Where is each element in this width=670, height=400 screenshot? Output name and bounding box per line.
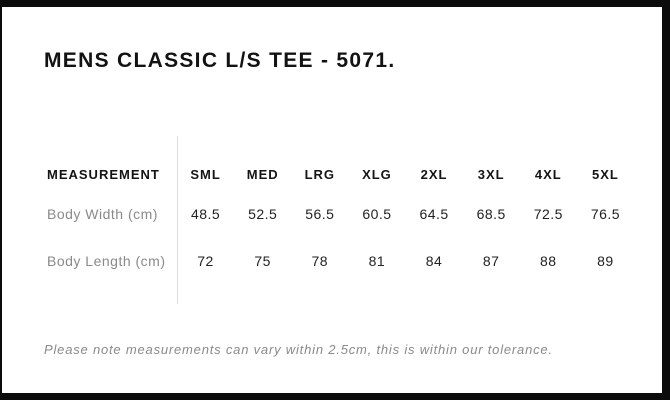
- page-title: MENS CLASSIC L/S TEE - 5071.: [44, 49, 396, 72]
- row-label: Body Width (cm): [47, 206, 158, 222]
- size-column-header-xlg: XLG: [362, 166, 392, 182]
- size-value-cell: 84: [425, 253, 443, 269]
- size-value-cell: 78: [311, 253, 329, 269]
- table-row-body-width: Body Width (cm) 48.5 52.5 56.5 60.5 64.5…: [44, 192, 634, 236]
- table-row-body-length: Body Length (cm) 72 75 78 81 84 87 88 89: [44, 236, 634, 286]
- size-value-cell: 72: [197, 253, 214, 269]
- size-value-cell: 68.5: [476, 206, 506, 222]
- size-value-cell: 81: [368, 253, 386, 269]
- size-column-header-lrg: LRG: [304, 166, 336, 182]
- size-value-cell: 64.5: [419, 206, 449, 222]
- size-value-cell: 87: [482, 253, 500, 269]
- measurement-column-header: MEASUREMENT: [47, 166, 160, 182]
- column-divider: [177, 136, 178, 304]
- tolerance-note: Please note measurements can vary within…: [44, 342, 553, 357]
- size-chart-table: MEASUREMENT SML MED LRG XLG 2XL 3XL 4XL …: [44, 136, 634, 304]
- size-value-cell: 75: [254, 253, 271, 269]
- size-value-cell: 76.5: [590, 206, 621, 222]
- size-value-cell: 89: [597, 253, 614, 269]
- size-value-cell: 56.5: [305, 206, 335, 222]
- table-header-row: MEASUREMENT SML MED LRG XLG 2XL 3XL 4XL …: [44, 156, 634, 192]
- size-column-header-3xl: 3XL: [477, 166, 505, 182]
- size-column-header-2xl: 2XL: [420, 166, 448, 182]
- size-column-header-4xl: 4XL: [534, 166, 562, 182]
- size-value-cell: 88: [540, 253, 557, 269]
- size-column-header-med: MED: [246, 166, 279, 182]
- size-value-cell: 72.5: [533, 206, 563, 222]
- size-value-cell: 52.5: [248, 206, 278, 222]
- row-label: Body Length (cm): [47, 253, 166, 269]
- size-value-cell: 60.5: [362, 206, 392, 222]
- size-value-cell: 48.5: [190, 206, 221, 222]
- size-column-header-5xl: 5XL: [592, 166, 619, 182]
- size-column-header-sml: SML: [190, 166, 221, 182]
